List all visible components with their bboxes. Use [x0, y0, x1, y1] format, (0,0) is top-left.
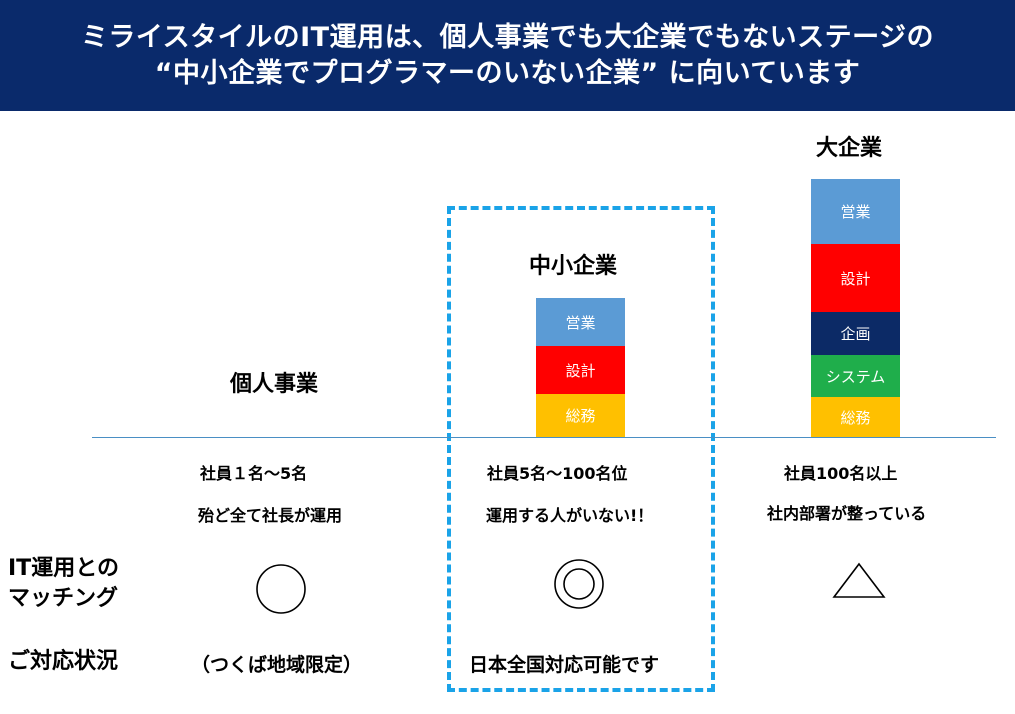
title-banner: ミライスタイルのIT運用は、個人事業でも大企業でもないステージの “中小企業でプ… — [0, 0, 1015, 111]
matching-label-line-1: IT運用との — [8, 556, 119, 581]
triangle-icon — [832, 562, 886, 598]
matching-label-line-2: マッチング — [8, 586, 119, 611]
sme-block-sales: 営業 — [536, 298, 625, 346]
large-employees: 社員100名以上 — [784, 464, 898, 483]
sme-highlight-box — [447, 206, 715, 692]
sme-operation: 運用する人がいない!！ — [486, 506, 654, 525]
large-block-system: システム — [811, 355, 900, 397]
large-block-sales: 営業 — [811, 179, 900, 244]
individual-support: （つくば地域限定） — [191, 654, 363, 676]
individual-title: 個人事業 — [230, 372, 319, 397]
individual-operation: 殆ど全て社長が運用 — [198, 506, 343, 525]
matching-label: IT運用との マッチング — [8, 554, 119, 614]
sme-employees: 社員5名〜100名位 — [487, 464, 628, 483]
individual-employees: 社員１名〜5名 — [200, 464, 308, 483]
large-title: 大企業 — [816, 136, 883, 161]
sme-block-general: 総務 — [536, 394, 625, 437]
circle-icon — [256, 564, 306, 614]
large-block-design: 設計 — [811, 244, 900, 312]
support-label: ご対応状況 — [8, 649, 119, 674]
banner-line-2: “中小企業でプログラマーのいない企業” に向いています — [154, 57, 861, 89]
banner-line-1: ミライスタイルのIT運用は、個人事業でも大企業でもないステージの — [80, 21, 935, 53]
double-circle-icon — [554, 559, 604, 609]
sme-support: 日本全国対応可能です — [469, 654, 660, 676]
sme-title: 中小企業 — [529, 254, 618, 279]
baseline-divider — [92, 437, 996, 438]
large-block-planning: 企画 — [811, 312, 900, 355]
large-operation: 社内部署が整っている — [767, 504, 927, 523]
sme-block-design: 設計 — [536, 346, 625, 394]
large-block-general: 総務 — [811, 397, 900, 437]
